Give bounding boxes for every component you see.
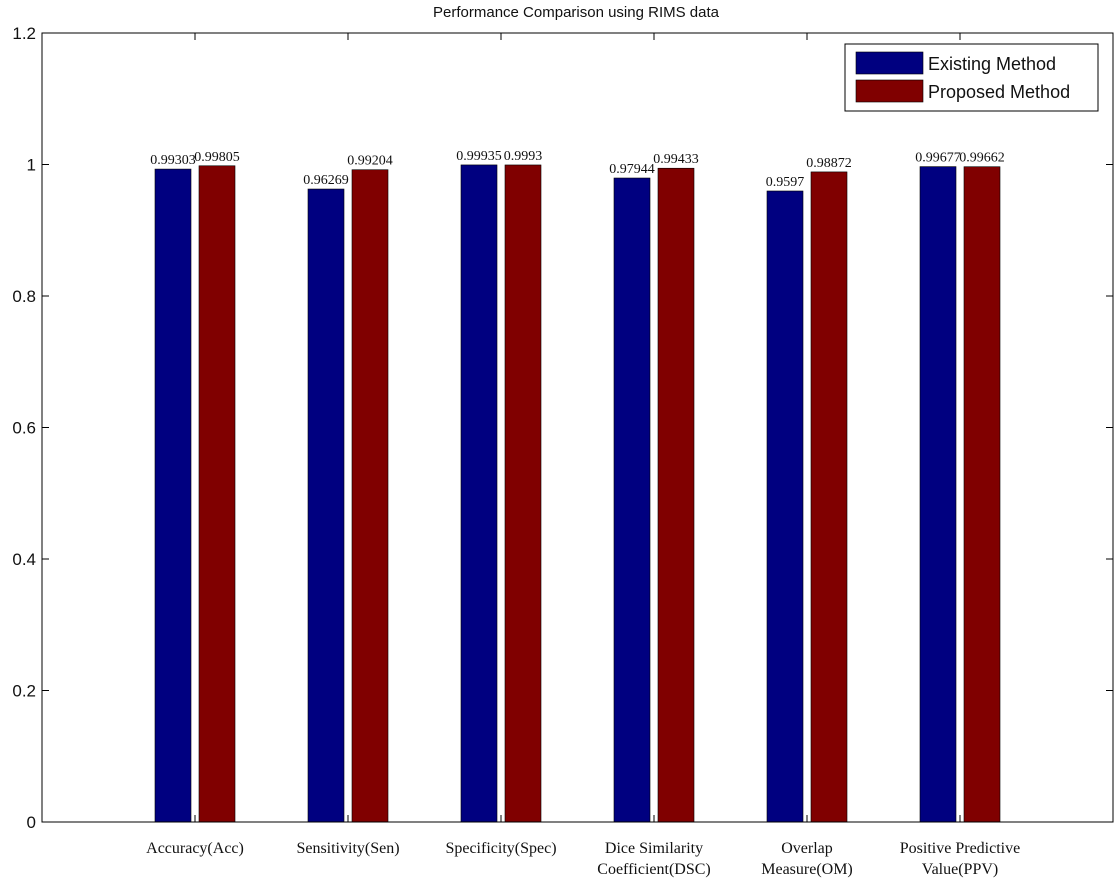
data-label-existing-0: 0.99303: [150, 153, 196, 168]
bar-proposed-4: [810, 171, 848, 823]
chart-title: Performance Comparison using RIMS data: [433, 4, 720, 21]
x-tick-label-0: Accuracy(Acc): [146, 840, 244, 857]
axes-layer: 0 0.2 0.4 0.6 0.8 1 1.2 Accuracy(Acc) Sensitivit…: [12, 24, 1114, 878]
bar-proposed-5: [963, 166, 1001, 823]
y-tick-label-4: 0.8: [12, 287, 36, 306]
bar-existing-0: [154, 168, 192, 823]
x-tick-label-1: Sensitivity(Sen): [296, 840, 399, 857]
bar-existing-4: [766, 190, 804, 823]
bar-proposed-0: [198, 165, 236, 823]
legend-label-existing: Existing Method: [928, 54, 1056, 74]
x-tick-label-5-line-1: Value(PPV): [922, 861, 998, 878]
x-tick-label-4-line-0: Overlap: [781, 840, 833, 857]
data-label-proposed-5: 0.99662: [959, 151, 1005, 166]
bar-existing-5: [919, 166, 957, 823]
legend-swatch-proposed: [855, 79, 924, 103]
bar-existing-2: [460, 164, 498, 823]
data-label-proposed-3: 0.99433: [653, 152, 699, 167]
x-tick-label-3-line-0: Dice Similarity: [605, 840, 703, 857]
data-label-proposed-2: 0.9993: [504, 149, 543, 164]
x-tick-label-2: Specificity(Spec): [445, 840, 556, 857]
data-label-proposed-4: 0.98872: [806, 156, 852, 171]
y-tick-label-6: 1.2: [12, 24, 36, 43]
bar-existing-3: [613, 177, 651, 823]
x-tick-label-5-line-0: Positive Predictive: [900, 840, 1020, 857]
data-label-existing-4: 0.9597: [766, 175, 805, 190]
data-label-proposed-0: 0.99805: [194, 150, 240, 165]
y-tick-label-2: 0.4: [12, 550, 36, 569]
bar-existing-1: [307, 188, 345, 823]
bar-proposed-3: [657, 167, 695, 823]
legend-label-proposed: Proposed Method: [928, 82, 1070, 102]
data-label-proposed-1: 0.99204: [347, 154, 393, 169]
y-tick-label-5: 1: [27, 156, 36, 175]
data-label-existing-5: 0.99677: [915, 151, 961, 166]
y-tick-label-1: 0.2: [12, 682, 36, 701]
data-label-existing-3: 0.97944: [609, 162, 655, 177]
x-tick-label-4-line-1: Measure(OM): [761, 861, 853, 878]
data-label-existing-1: 0.96269: [303, 173, 349, 188]
y-tick-label-3: 0.6: [12, 419, 36, 438]
x-tick-label-3-line-1: Coefficient(DSC): [597, 861, 710, 878]
bar-proposed-2: [504, 164, 542, 823]
chart-legend: Existing Method Proposed Method: [844, 43, 1099, 112]
y-tick-label-0: 0: [27, 813, 36, 832]
data-label-existing-2: 0.99935: [456, 149, 502, 164]
bar-proposed-1: [351, 169, 389, 823]
legend-swatch-existing: [855, 51, 924, 75]
